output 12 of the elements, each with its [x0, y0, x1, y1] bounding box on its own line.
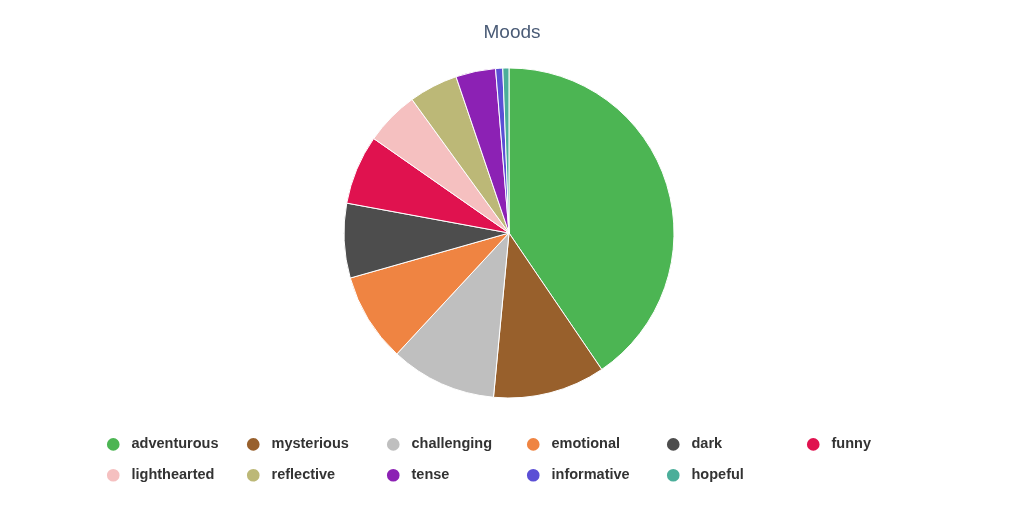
legend-label: lighthearted	[131, 466, 215, 483]
legend-label: mysterious	[271, 435, 349, 452]
legend-label: dark	[691, 435, 724, 452]
legend-label: challenging	[411, 435, 493, 452]
legend-label: funny	[831, 435, 871, 452]
legend-label: emotional	[551, 435, 620, 452]
legend-label: adventurous	[131, 435, 219, 452]
legend-label: tense	[411, 466, 450, 483]
legend-label: hopeful	[691, 466, 744, 483]
legend-label: informative	[551, 466, 630, 483]
chart-title: Moods	[483, 21, 541, 42]
legend-label: reflective	[271, 466, 336, 483]
